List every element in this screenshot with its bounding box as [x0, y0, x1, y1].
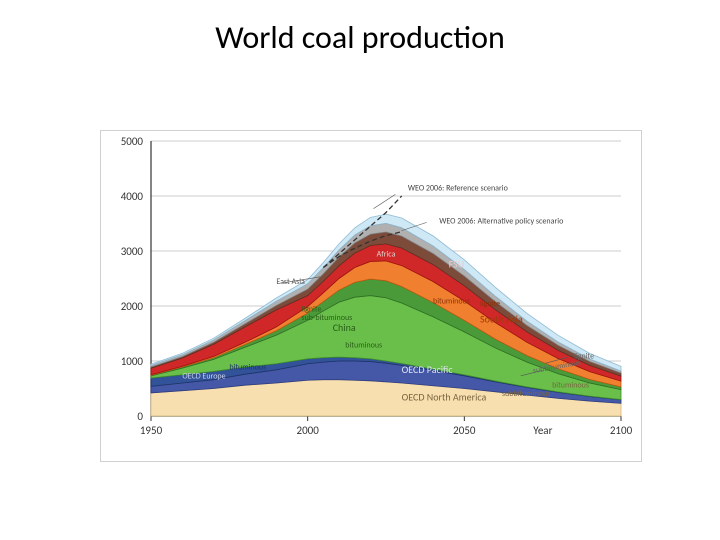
annotation: Africa	[377, 250, 396, 260]
annotation: lignite	[480, 299, 500, 309]
svg-text:3000: 3000	[121, 245, 144, 258]
annotation: WEO 2006: Reference scenario	[408, 184, 508, 194]
annotation: OECD Pacific	[402, 363, 454, 376]
coal-production-chart: 0 1000 2000 3000 4000 5000 1950 2000 2050 2100 Yea…	[100, 130, 642, 462]
svg-text:2100: 2100	[610, 424, 633, 437]
annotation: East Asia	[276, 277, 305, 287]
svg-text:Year: Year	[533, 424, 552, 437]
annotation: South Asia	[480, 313, 523, 326]
svg-text:1000: 1000	[121, 355, 144, 368]
annotation: subbituminous	[502, 389, 550, 399]
svg-text:0: 0	[137, 410, 143, 423]
svg-text:5000: 5000	[121, 135, 144, 148]
svg-text:1950: 1950	[140, 424, 163, 437]
annotation: bituminous	[552, 380, 589, 390]
annotation: OECD North America	[402, 391, 487, 404]
annotation: lignite	[301, 305, 321, 315]
svg-text:2050: 2050	[453, 424, 476, 437]
annotation: bituminous	[345, 340, 382, 350]
svg-text:2000: 2000	[297, 424, 320, 437]
svg-text:4000: 4000	[121, 190, 144, 203]
svg-text:2000: 2000	[121, 300, 144, 313]
annotation: WEO 2006: Alternative policy scenario	[439, 217, 563, 227]
page-title: World coal production	[0, 0, 720, 57]
annotation: FSU	[449, 258, 464, 271]
annotation: OECD Europe	[182, 372, 225, 382]
annotation: bituminous	[433, 296, 470, 306]
annotation: bituminous	[229, 362, 266, 372]
